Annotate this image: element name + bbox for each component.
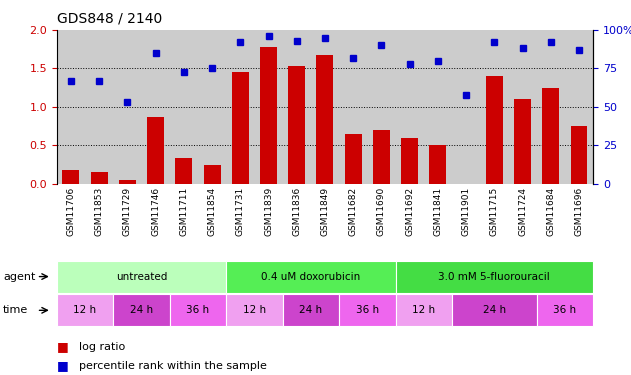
Bar xyxy=(204,165,220,184)
Text: untreated: untreated xyxy=(116,272,167,282)
Text: 36 h: 36 h xyxy=(186,305,209,315)
Text: 12 h: 12 h xyxy=(243,305,266,315)
Text: agent: agent xyxy=(3,272,35,282)
Text: 12 h: 12 h xyxy=(412,305,435,315)
Bar xyxy=(345,134,362,184)
Text: 3.0 mM 5-fluorouracil: 3.0 mM 5-fluorouracil xyxy=(439,272,550,282)
Bar xyxy=(175,158,192,184)
Bar xyxy=(514,99,531,184)
Bar xyxy=(317,55,333,184)
Bar xyxy=(542,88,559,184)
Bar xyxy=(486,76,503,184)
Bar xyxy=(147,117,164,184)
Text: ■: ■ xyxy=(57,359,69,372)
Text: 36 h: 36 h xyxy=(356,305,379,315)
Text: 0.4 uM doxorubicin: 0.4 uM doxorubicin xyxy=(261,272,360,282)
Text: percentile rank within the sample: percentile rank within the sample xyxy=(79,361,267,370)
Bar xyxy=(288,66,305,184)
Bar xyxy=(91,172,108,184)
Text: 24 h: 24 h xyxy=(483,305,506,315)
Bar xyxy=(401,138,418,184)
Text: GDS848 / 2140: GDS848 / 2140 xyxy=(57,11,162,25)
Text: log ratio: log ratio xyxy=(79,342,125,352)
Bar xyxy=(119,180,136,184)
Bar xyxy=(373,130,390,184)
Text: time: time xyxy=(3,305,28,315)
Text: 24 h: 24 h xyxy=(130,305,153,315)
Bar xyxy=(232,72,249,184)
Text: 36 h: 36 h xyxy=(553,305,577,315)
Text: ■: ■ xyxy=(57,340,69,353)
Text: 12 h: 12 h xyxy=(73,305,97,315)
Bar xyxy=(430,146,446,184)
Bar xyxy=(260,47,277,184)
Text: 24 h: 24 h xyxy=(299,305,322,315)
Bar xyxy=(570,126,587,184)
Bar xyxy=(62,170,80,184)
